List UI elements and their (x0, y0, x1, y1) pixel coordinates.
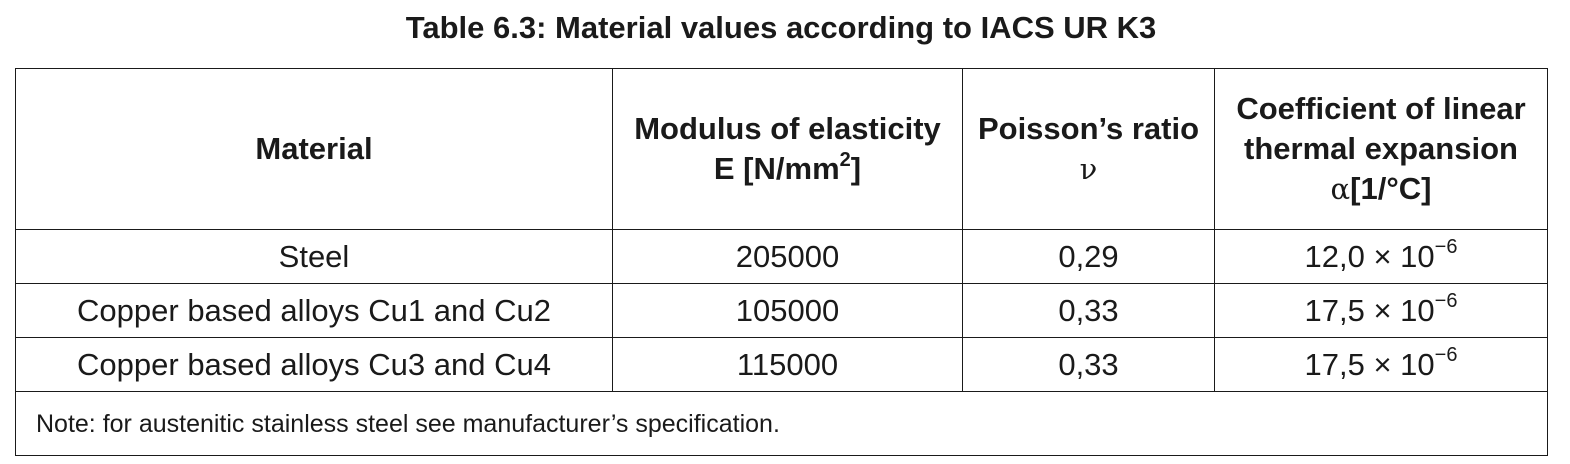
cell-material: Steel (15, 229, 613, 284)
table-note: Note: for austenitic stainless steel see… (15, 391, 1548, 456)
header-modulus-unit-exponent: 2 (839, 148, 851, 171)
cte-exponent: −6 (1434, 344, 1458, 367)
table-row: Copper based alloys Cu3 and Cu4 115000 0… (15, 337, 1548, 392)
header-thermal-expansion: Coefficient of linear thermal expansion … (1214, 68, 1548, 230)
cell-thermal-expansion: 12,0 × 10−6 (1214, 229, 1548, 284)
table-row: Steel 205000 0,29 12,0 × 10−6 (15, 229, 1548, 284)
note-row: Note: for austenitic stainless steel see… (15, 391, 1548, 456)
cte-exponent: −6 (1434, 236, 1458, 259)
header-poisson: Poisson’s ratio ν (962, 68, 1215, 230)
header-modulus: Modulus of elasticity E [N/mm2] (612, 68, 963, 230)
cell-modulus: 105000 (612, 283, 963, 338)
header-cte-line2: thermal expansion (1244, 131, 1518, 166)
table-row: Copper based alloys Cu1 and Cu2 105000 0… (15, 283, 1548, 338)
cte-exponent: −6 (1434, 290, 1458, 313)
header-modulus-unit-prefix: E [N/mm (713, 151, 840, 186)
cell-modulus: 115000 (612, 337, 963, 392)
header-modulus-unit: E [N/mm2] (613, 149, 962, 189)
header-cte-line1: Coefficient of linear (1236, 91, 1526, 126)
header-poisson-label: Poisson’s ratio (977, 111, 1200, 146)
table-caption: Table 6.3: Material values according to … (405, 10, 1157, 45)
header-poisson-symbol: ν (1079, 152, 1098, 186)
cte-mantissa: 17,5 × 10 (1304, 346, 1435, 382)
header-cte-unit-line: α[1/°C] (1215, 169, 1547, 209)
header-cte-symbol: α (1330, 172, 1351, 206)
material-values-table: Material Modulus of elasticity E [N/mm2]… (15, 68, 1548, 456)
header-modulus-unit-suffix: ] (850, 151, 862, 186)
cell-thermal-expansion: 17,5 × 10−6 (1214, 283, 1548, 338)
cell-poisson: 0,33 (962, 283, 1215, 338)
cell-poisson: 0,33 (962, 337, 1215, 392)
header-material: Material (15, 68, 613, 230)
cte-mantissa: 12,0 × 10 (1304, 238, 1435, 274)
cell-thermal-expansion: 17,5 × 10−6 (1214, 337, 1548, 392)
header-row: Material Modulus of elasticity E [N/mm2]… (15, 68, 1548, 230)
cell-poisson: 0,29 (962, 229, 1215, 284)
cell-material: Copper based alloys Cu1 and Cu2 (15, 283, 613, 338)
cell-material: Copper based alloys Cu3 and Cu4 (15, 337, 613, 392)
header-material-label: Material (255, 131, 373, 166)
header-cte-unit: [1/°C] (1350, 171, 1432, 206)
header-modulus-label: Modulus of elasticity (634, 111, 941, 146)
cte-mantissa: 17,5 × 10 (1304, 292, 1435, 328)
cell-modulus: 205000 (612, 229, 963, 284)
